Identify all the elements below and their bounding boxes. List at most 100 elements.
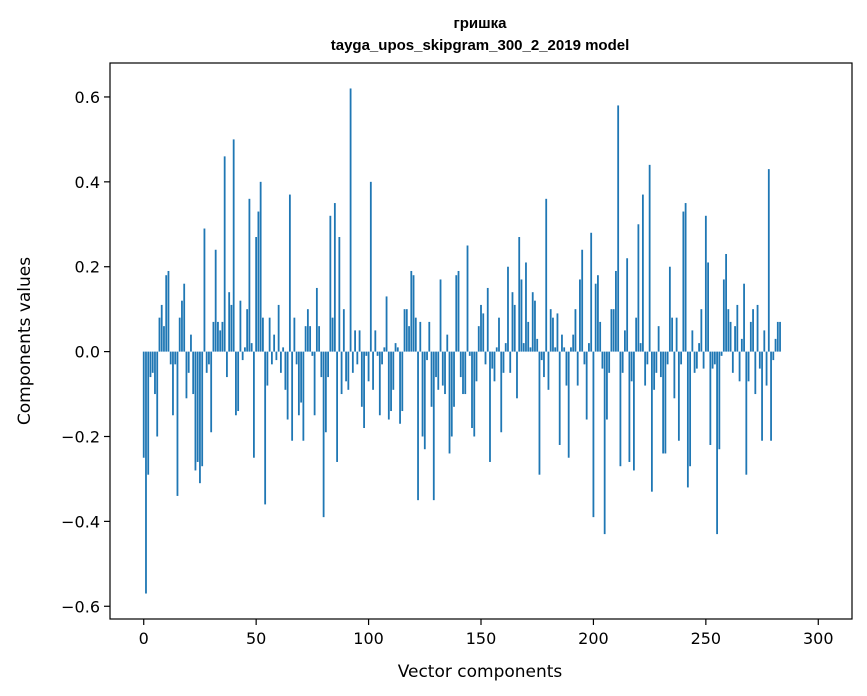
bar-74 bbox=[309, 326, 312, 352]
bar-113 bbox=[396, 347, 399, 352]
bar-185 bbox=[558, 351, 561, 445]
bar-198 bbox=[588, 343, 590, 352]
bar-265 bbox=[738, 351, 741, 382]
bar-92 bbox=[349, 88, 352, 352]
bar-166 bbox=[516, 351, 518, 399]
bar-239 bbox=[680, 351, 683, 365]
bar-86 bbox=[336, 351, 338, 462]
bar-248 bbox=[700, 309, 703, 352]
bar-60 bbox=[277, 304, 280, 352]
bar-177 bbox=[540, 351, 543, 361]
bar-133 bbox=[441, 351, 444, 386]
bar-227 bbox=[653, 351, 656, 390]
bar-247 bbox=[698, 343, 700, 352]
bar-192 bbox=[574, 309, 577, 352]
bar-111 bbox=[392, 351, 395, 390]
bar-109 bbox=[387, 351, 390, 420]
bar-110 bbox=[390, 351, 392, 412]
x-axis-label: Vector components bbox=[398, 662, 563, 682]
bar-34 bbox=[219, 330, 222, 352]
bar-264 bbox=[736, 304, 739, 352]
bar-118 bbox=[408, 326, 410, 352]
bar-268 bbox=[745, 351, 748, 475]
bar-108 bbox=[385, 296, 388, 352]
bar-183 bbox=[554, 347, 557, 352]
bar-216 bbox=[628, 351, 631, 462]
bar-31 bbox=[212, 321, 215, 352]
bar-130 bbox=[435, 351, 437, 378]
bar-211 bbox=[617, 105, 620, 352]
bar-25 bbox=[199, 351, 201, 484]
chart-subtitle: tayga_upos_skipgram_300_2_2019 model bbox=[331, 37, 630, 54]
bar-26 bbox=[201, 351, 204, 467]
bar-180 bbox=[547, 351, 550, 390]
bar-124 bbox=[421, 351, 424, 437]
bar-140 bbox=[457, 270, 460, 352]
bar-51 bbox=[257, 211, 260, 352]
bar-53 bbox=[262, 317, 264, 352]
bar-90 bbox=[345, 351, 347, 382]
bar-236 bbox=[673, 351, 676, 399]
y-tick-label: 0.2 bbox=[75, 258, 100, 277]
bar-11 bbox=[167, 270, 170, 352]
bar-206 bbox=[606, 351, 608, 420]
bar-41 bbox=[235, 351, 237, 416]
bar-277 bbox=[765, 351, 768, 386]
bar-187 bbox=[563, 347, 566, 352]
bar-260 bbox=[727, 309, 730, 352]
bar-269 bbox=[747, 351, 750, 382]
bar-226 bbox=[650, 351, 653, 492]
bar-55 bbox=[266, 351, 269, 386]
bar-101 bbox=[369, 181, 372, 352]
bar-245 bbox=[693, 351, 696, 373]
bar-96 bbox=[358, 330, 361, 352]
bar-167 bbox=[518, 237, 521, 352]
bar-153 bbox=[486, 287, 489, 352]
bar-62 bbox=[282, 347, 285, 352]
bar-199 bbox=[590, 232, 593, 352]
bar-18 bbox=[183, 283, 186, 352]
bar-283 bbox=[779, 321, 781, 352]
bar-179 bbox=[545, 198, 548, 352]
bar-189 bbox=[567, 351, 570, 458]
bar-146 bbox=[471, 351, 473, 429]
bar-201 bbox=[594, 283, 597, 352]
bar-136 bbox=[448, 351, 451, 454]
bar-243 bbox=[689, 351, 692, 467]
bar-4 bbox=[151, 351, 154, 373]
bar-137 bbox=[450, 351, 453, 437]
bar-27 bbox=[203, 228, 206, 352]
bar-278 bbox=[767, 169, 770, 352]
bar-97 bbox=[360, 351, 363, 407]
bar-172 bbox=[529, 347, 532, 352]
bar-126 bbox=[426, 351, 428, 361]
bar-203 bbox=[599, 321, 602, 352]
bar-42 bbox=[237, 351, 240, 412]
bar-175 bbox=[536, 338, 539, 352]
bar-194 bbox=[579, 279, 581, 352]
bar-223 bbox=[644, 351, 647, 386]
bar-230 bbox=[659, 351, 662, 378]
bar-231 bbox=[662, 351, 665, 454]
bar-139 bbox=[455, 275, 458, 352]
bar-59 bbox=[275, 351, 278, 361]
bar-103 bbox=[374, 330, 377, 352]
bar-273 bbox=[756, 304, 759, 352]
bar-135 bbox=[446, 334, 449, 352]
bar-161 bbox=[504, 343, 507, 352]
bar-132 bbox=[439, 279, 442, 352]
x-tick-label: 50 bbox=[246, 629, 266, 648]
bar-10 bbox=[165, 275, 168, 352]
bar-93 bbox=[351, 351, 354, 373]
bar-0 bbox=[142, 351, 145, 458]
bar-100 bbox=[367, 351, 370, 382]
bar-65 bbox=[288, 194, 291, 352]
bar-21 bbox=[190, 334, 192, 352]
bar-215 bbox=[626, 258, 629, 352]
bar-106 bbox=[381, 351, 383, 365]
x-axis: 0 50 100 150 200 250 300 bbox=[139, 619, 834, 648]
bar-158 bbox=[498, 317, 500, 352]
y-axis-label: Components values bbox=[15, 257, 35, 425]
bar-36 bbox=[223, 156, 226, 352]
bar-117 bbox=[405, 309, 408, 352]
